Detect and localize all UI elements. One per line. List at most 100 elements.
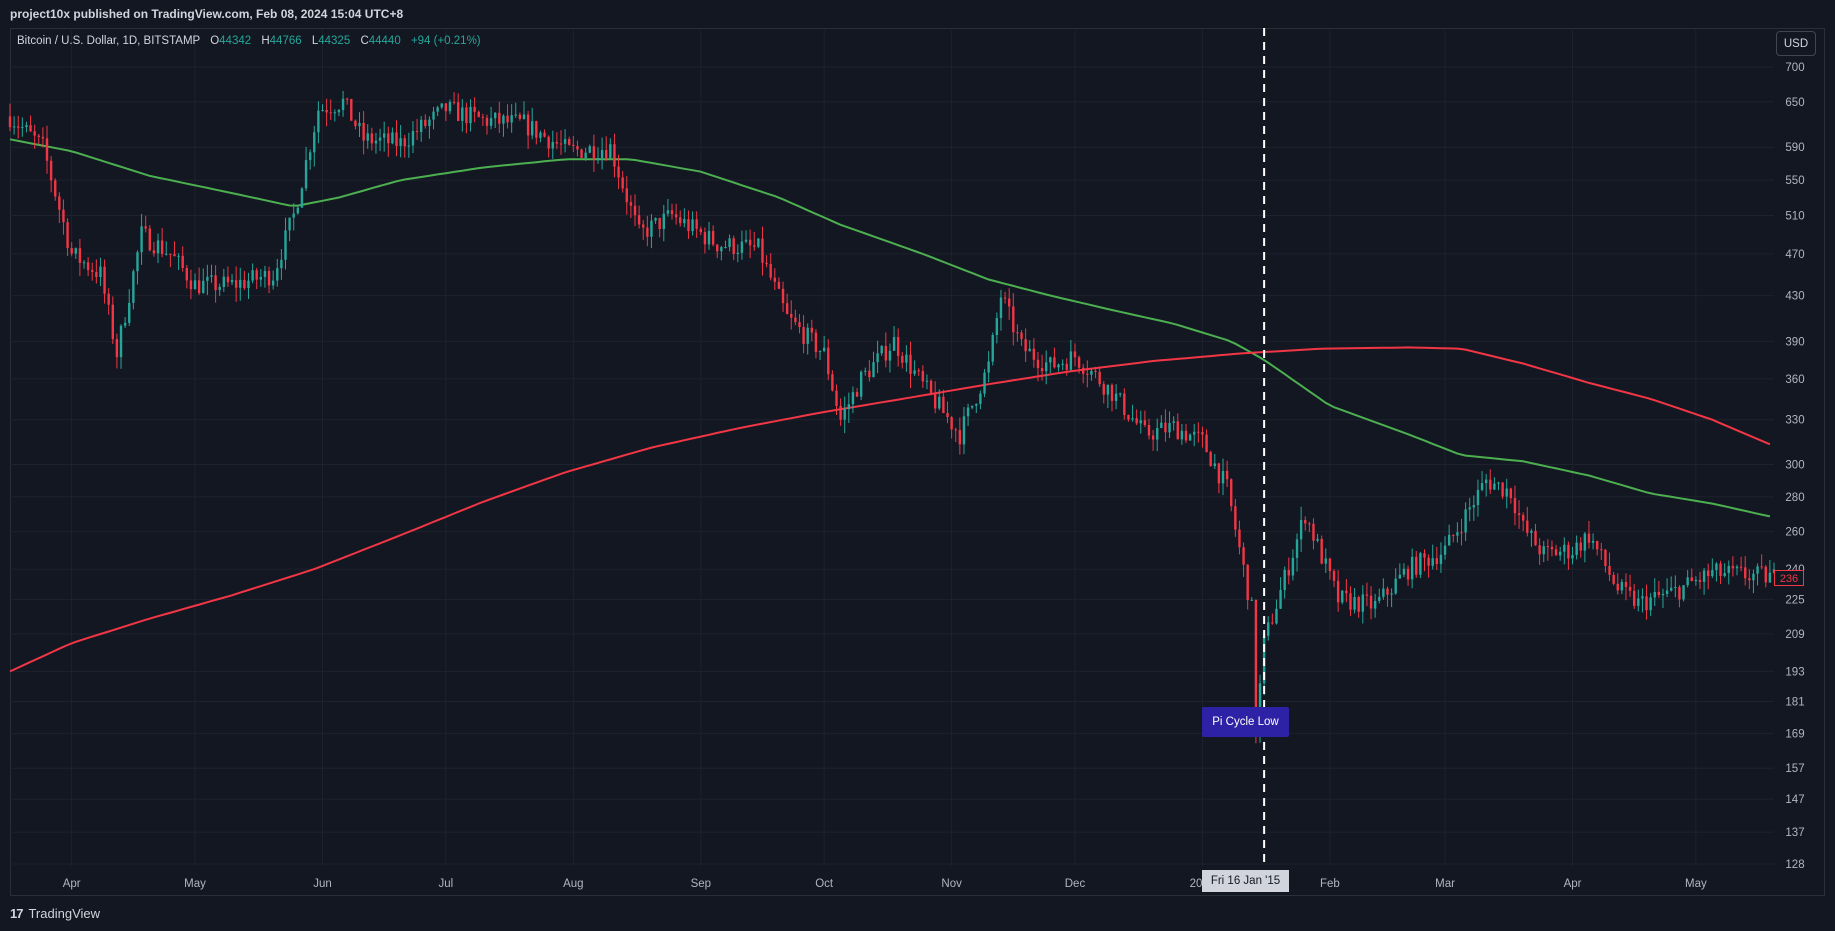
candle-body — [1744, 567, 1747, 579]
candle-body — [563, 139, 567, 144]
candle-body — [670, 210, 674, 215]
candle-body — [609, 144, 612, 159]
candle-body — [942, 396, 945, 413]
candle-body — [1205, 434, 1208, 453]
candle-body — [54, 180, 57, 197]
high-label: H — [261, 35, 270, 47]
candle-body — [1571, 554, 1574, 559]
candle-body — [1517, 513, 1521, 516]
candle-body — [206, 276, 209, 281]
candle-body — [547, 136, 550, 149]
candle-body — [662, 213, 665, 230]
candle-body — [1020, 332, 1023, 340]
candle-body — [399, 138, 402, 147]
candle-body — [1604, 549, 1607, 567]
y-tick-label: 470 — [1785, 249, 1804, 261]
candle-body — [888, 350, 892, 361]
candle-body — [1065, 363, 1068, 370]
candle-body — [123, 322, 127, 326]
candle-body — [1620, 581, 1624, 591]
candle-body — [839, 405, 842, 420]
candle-body — [255, 270, 258, 280]
candle-body — [1242, 547, 1245, 565]
candle-body — [440, 103, 443, 108]
candle-body — [1493, 483, 1496, 490]
candle-body — [1645, 596, 1648, 611]
symbol-legend[interactable]: Bitcoin / U.S. Dollar, 1D, BITSTAMP O443… — [17, 35, 481, 47]
candle-body — [757, 238, 760, 247]
candle-body — [1365, 594, 1369, 596]
candle-body — [859, 371, 863, 397]
candle-body — [259, 276, 263, 280]
candle-body — [1439, 554, 1443, 565]
candle-body — [761, 238, 764, 263]
candle-body — [78, 248, 82, 263]
candle-body — [835, 390, 838, 406]
candle-body — [983, 372, 986, 394]
candle-body — [469, 106, 472, 124]
candle-body — [740, 241, 744, 253]
candle-body — [70, 248, 73, 254]
candle-body — [366, 133, 369, 141]
moving-averages — [9, 138, 1771, 673]
candle-body — [1279, 590, 1282, 609]
candle-body — [613, 144, 616, 167]
brand-name: TradingView — [28, 906, 101, 921]
candle-body — [929, 380, 933, 393]
candle-body — [1299, 520, 1303, 540]
candle-body — [452, 101, 456, 103]
pi-cycle-low-label[interactable]: Pi Cycle Low — [1202, 707, 1289, 737]
candle-body — [896, 337, 900, 356]
candle-body — [1587, 533, 1591, 543]
candle-body — [637, 215, 641, 225]
candle-body — [210, 275, 213, 277]
candle-body — [1719, 563, 1722, 577]
candle-body — [1616, 583, 1619, 591]
brand[interactable]: 17 TradingView — [10, 906, 100, 921]
candle-body — [8, 116, 12, 128]
candle-body — [851, 392, 855, 405]
candle-body — [432, 111, 435, 120]
candle-body — [370, 133, 374, 144]
candle-body — [444, 103, 448, 112]
y-tick-label: 225 — [1785, 594, 1804, 606]
candle-body — [424, 119, 427, 126]
candle-body — [818, 351, 822, 353]
candle-body — [1575, 542, 1578, 555]
candle-body — [86, 262, 90, 271]
candle-body — [1661, 593, 1665, 596]
candle-body — [156, 240, 160, 254]
candle-body — [1250, 599, 1253, 601]
candle-body — [1649, 597, 1652, 611]
candle-body — [1505, 488, 1508, 497]
candle-body — [107, 293, 110, 305]
candle-body — [1686, 577, 1689, 586]
x-tick-label: Nov — [941, 878, 962, 890]
candle-body — [1715, 563, 1718, 571]
candle-body — [946, 412, 949, 418]
candle-body — [321, 110, 324, 112]
candle-body — [234, 280, 238, 288]
candle-body — [1624, 581, 1628, 587]
symbol-name: Bitcoin / U.S. Dollar, 1D, BITSTAMP — [17, 35, 200, 47]
candle-body — [617, 166, 620, 178]
candle-body — [1694, 579, 1698, 582]
x-tick-label: Sep — [691, 878, 711, 890]
currency-button[interactable]: USD — [1776, 31, 1816, 56]
candle-body — [1665, 590, 1669, 594]
candle-body — [313, 132, 316, 153]
candle-body — [1094, 370, 1097, 372]
candle-body — [456, 102, 460, 121]
candle-body — [1040, 368, 1044, 372]
candle-body — [1472, 505, 1476, 508]
red-moving-average — [9, 346, 1771, 673]
candle-body — [683, 219, 686, 224]
candle-body — [300, 188, 304, 208]
candle-body — [1349, 593, 1352, 610]
candle-body — [732, 238, 735, 255]
footer — [0, 897, 1835, 931]
chart-grid — [10, 30, 1774, 866]
candle-body — [1102, 384, 1105, 395]
candle-body — [785, 303, 789, 314]
